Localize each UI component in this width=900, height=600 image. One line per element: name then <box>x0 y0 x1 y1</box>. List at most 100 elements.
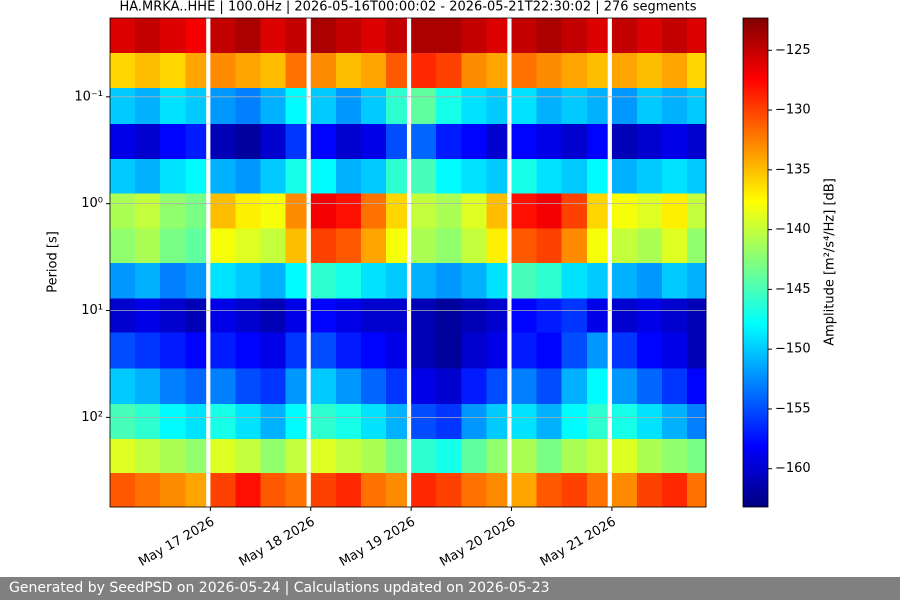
heatmap-cell <box>636 472 663 508</box>
heatmap-cell <box>611 298 638 333</box>
heatmap-cell <box>360 53 387 89</box>
heatmap-cell <box>511 228 538 264</box>
heatmap-cell <box>662 193 688 229</box>
heatmap-cell <box>511 368 538 405</box>
heatmap-cell <box>210 439 236 474</box>
heatmap-cell <box>310 439 337 474</box>
heatmap-cell <box>160 88 186 125</box>
heatmap-cell <box>561 368 588 405</box>
heatmap-cell <box>260 404 287 440</box>
heatmap-cell <box>235 193 261 229</box>
x-tick-label: May 21 2026 <box>538 515 619 570</box>
chart: HA.MRKA..HHE | 100.0Hz | 2026-05-16T00:0… <box>46 0 838 570</box>
data-gap <box>306 18 311 507</box>
heatmap-cell <box>636 368 663 405</box>
heatmap-cell <box>160 439 186 474</box>
heatmap-cell <box>461 298 487 333</box>
heatmap-cell <box>260 298 287 333</box>
heatmap-cell <box>135 228 161 264</box>
heatmap-cell <box>461 158 487 194</box>
heatmap-cell <box>210 472 236 508</box>
heatmap-cell <box>110 298 136 333</box>
heatmap-cell <box>235 472 261 508</box>
heatmap-cell <box>511 193 538 229</box>
heatmap-cell <box>536 332 563 370</box>
heatmap-cell <box>461 472 487 508</box>
heatmap-cell <box>511 298 538 333</box>
heatmap-cell <box>511 439 538 474</box>
heatmap-cell <box>210 158 236 194</box>
heatmap-cell <box>536 298 563 333</box>
colorbar-tick-label: −145 <box>775 282 811 297</box>
heatmap-cell <box>411 124 437 160</box>
heatmap-cell <box>310 472 337 508</box>
heatmap-cell <box>662 439 688 474</box>
heatmap-cell <box>411 158 437 194</box>
heatmap-cell <box>160 18 186 54</box>
heatmap-cell <box>662 298 688 333</box>
heatmap-cell <box>110 368 136 405</box>
heatmap-cell <box>561 404 588 440</box>
heatmap-cell <box>561 18 588 54</box>
heatmap-cell <box>461 368 487 405</box>
heatmap-cell <box>210 124 236 160</box>
heatmap-cell <box>360 368 387 405</box>
heatmap-cell <box>235 404 261 440</box>
y-tick-label: 10⁰ <box>81 196 103 211</box>
heatmap-cell <box>536 158 563 194</box>
heatmap-cell <box>687 53 707 89</box>
heatmap-cell <box>662 404 688 440</box>
y-tick-label: 10⁻¹ <box>74 89 103 104</box>
heatmap-cell <box>662 472 688 508</box>
heatmap-cell <box>461 439 487 474</box>
colorbar-tick-label: −160 <box>775 461 811 476</box>
heatmap-cell <box>110 88 136 125</box>
heatmap-cell <box>662 368 688 405</box>
heatmap-cell <box>461 332 487 370</box>
heatmap-cell <box>335 368 362 405</box>
heatmap-cell <box>436 439 462 474</box>
heatmap-cell <box>461 193 487 229</box>
heatmap-cell <box>260 368 287 405</box>
heatmap-cell <box>461 124 487 160</box>
heatmap-cell <box>160 298 186 333</box>
heatmap-cell <box>110 18 136 54</box>
heatmap-cell <box>687 263 707 299</box>
heatmap-cell <box>210 88 236 125</box>
heatmap-cell <box>636 298 663 333</box>
heatmap-cell <box>235 124 261 160</box>
heatmap-cell <box>511 88 538 125</box>
colorbar-tick-label: −155 <box>775 401 811 416</box>
heatmap-cell <box>335 124 362 160</box>
heatmap-cell <box>110 263 136 299</box>
heatmap-cell <box>561 124 588 160</box>
heatmap-cell <box>436 332 462 370</box>
heatmap-cell <box>536 124 563 160</box>
heatmap-cell <box>360 88 387 125</box>
heatmap-cell <box>135 18 161 54</box>
heatmap-cell <box>436 18 462 54</box>
heatmap-cell <box>135 368 161 405</box>
heatmap-cell <box>160 158 186 194</box>
heatmap-cell <box>310 263 337 299</box>
heatmap-cell <box>135 404 161 440</box>
heatmap-cell <box>436 404 462 440</box>
heatmap-cell <box>360 439 387 474</box>
heatmap-cell <box>636 263 663 299</box>
heatmap-cell <box>411 18 437 54</box>
heatmap-cell <box>636 158 663 194</box>
data-gap <box>507 18 512 507</box>
plot-frame <box>109 17 707 508</box>
heatmap-cell <box>335 298 362 333</box>
heatmap-cell <box>135 193 161 229</box>
heatmap-cell <box>360 193 387 229</box>
heatmap-cell <box>561 298 588 333</box>
heatmap-cell <box>310 298 337 333</box>
heatmap-cell <box>536 88 563 125</box>
heatmap-cell <box>360 332 387 370</box>
heatmap-cell <box>260 439 287 474</box>
heatmap-cell <box>110 439 136 474</box>
heatmap-cell <box>461 18 487 54</box>
heatmap-cell <box>310 228 337 264</box>
